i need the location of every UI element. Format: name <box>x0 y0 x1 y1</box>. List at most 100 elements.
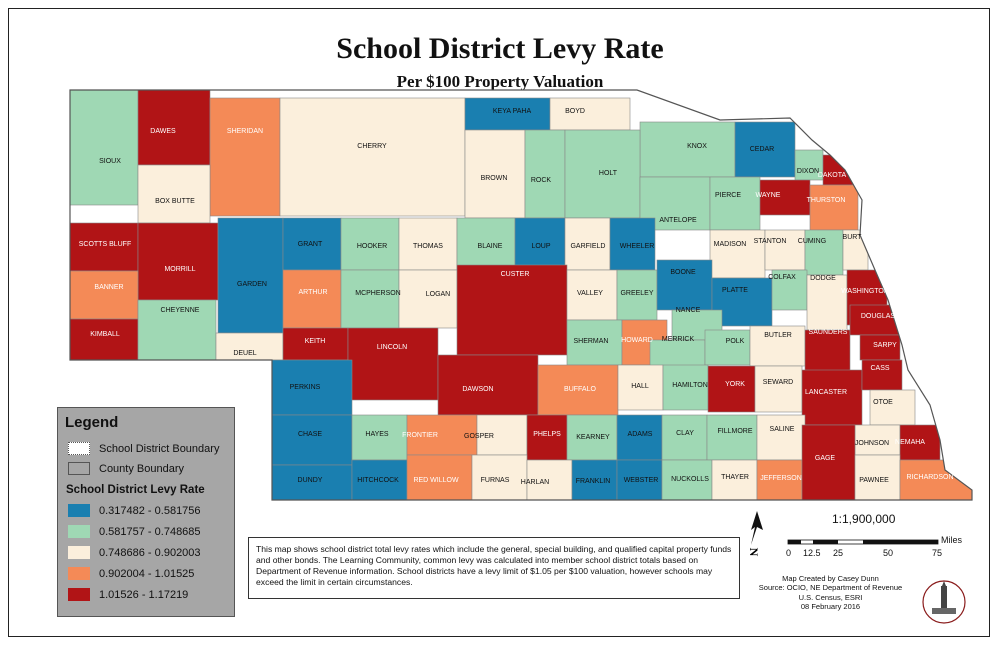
county-label-dixon: DIXON <box>797 168 819 175</box>
county-label-buffalo: BUFFALO <box>564 386 596 393</box>
county-label-deuel: DEUEL <box>233 350 256 357</box>
county-label-red-willow: RED WILLOW <box>413 477 459 484</box>
county-seward <box>754 365 803 413</box>
county-brown <box>464 129 526 219</box>
credits: Map Created by Casey Dunn Source: OCIO, … <box>748 574 913 612</box>
county-label-butler: BUTLER <box>764 332 792 339</box>
county-label-pawnee: PAWNEE <box>859 477 889 484</box>
county-label-boyd: BOYD <box>565 108 585 115</box>
county-kearney <box>566 414 618 461</box>
county-fillmore <box>706 414 758 461</box>
class-5-swatch <box>68 588 90 601</box>
county-polk <box>704 329 751 366</box>
scale-tick-1: 12.5 <box>803 548 821 558</box>
credit-date: 08 February 2016 <box>800 602 861 612</box>
class-3-swatch <box>68 546 90 559</box>
county-label-thomas: THOMAS <box>413 243 443 250</box>
county-label-blaine: BLAINE <box>478 243 503 250</box>
county-label-holt: HOLT <box>599 170 618 177</box>
county-otoe <box>869 389 916 426</box>
county-pawnee <box>854 454 901 500</box>
legend-title: Legend <box>65 414 119 431</box>
description-box: This map shows school district total lev… <box>248 537 740 599</box>
county-sheridan <box>209 97 281 217</box>
county-label-lincoln: LINCOLN <box>377 344 407 351</box>
legend-class-3: 0.748686 - 0.902003 <box>68 546 201 559</box>
county-label-garfield: GARFIELD <box>570 243 605 250</box>
county-label-greeley: GREELEY <box>620 290 653 297</box>
class-4-label: 0.902004 - 1.01525 <box>99 567 195 580</box>
levy-legend-title: School District Levy Rate <box>66 484 205 496</box>
county-label-pierce: PIERCE <box>715 192 741 199</box>
county-label-sioux: SIOUX <box>99 158 121 165</box>
map-title: School District Levy Rate <box>336 32 664 65</box>
county-label-scotts-bluff: SCOTTS BLUFF <box>79 241 132 248</box>
county-label-boone: BOONE <box>670 269 696 276</box>
scale-ratio: 1:1,900,000 <box>832 512 896 526</box>
county-lincoln <box>347 327 439 401</box>
scale-tick-4: 75 <box>932 548 943 558</box>
county-johnson <box>854 424 901 456</box>
county-lancaster <box>801 369 863 426</box>
county-label-rock: ROCK <box>531 177 552 184</box>
county-label-adams: ADAMS <box>628 431 653 438</box>
county-garfield <box>564 217 611 271</box>
county-label-phelps: PHELPS <box>533 431 561 438</box>
county-label-brown: BROWN <box>481 175 508 182</box>
county-banner <box>70 270 139 320</box>
north-label: N <box>747 548 761 557</box>
county-label-box-butte: BOX BUTTE <box>155 198 195 205</box>
county-cheyenne <box>137 299 217 361</box>
county-rock <box>524 129 566 219</box>
county-gosper <box>476 414 528 456</box>
county-garden <box>217 217 284 334</box>
county-label-douglas: DOUGLAS <box>861 313 896 320</box>
state-outline <box>69 89 973 501</box>
county-label-clay: CLAY <box>676 430 694 437</box>
county-label-grant: GRANT <box>298 241 323 248</box>
scale-tick-0: 0 <box>786 548 792 558</box>
county-label-thayer: THAYER <box>721 474 749 481</box>
county-colfax <box>771 269 808 311</box>
county-label-logan: LOGAN <box>426 291 451 298</box>
county-knox <box>639 121 736 178</box>
county-sarpy <box>859 334 901 361</box>
county-label-custer: CUSTER <box>501 271 530 278</box>
scale-unit: Miles <box>941 535 963 545</box>
map-frame <box>8 8 990 637</box>
legend-class-4: 0.902004 - 1.01525 <box>68 567 194 580</box>
county-label-sarpy: SARPY <box>873 342 897 349</box>
county-label-howard: HOWARD <box>621 337 653 344</box>
school-boundary-swatch <box>68 442 90 455</box>
county-keya-paha <box>464 97 551 131</box>
county-valley <box>566 269 618 321</box>
scale-bar <box>787 539 939 545</box>
county-custer <box>456 264 568 356</box>
class-2-label: 0.581757 - 0.748685 <box>99 525 201 538</box>
county-box-butte <box>137 164 211 224</box>
county-label-valley: VALLEY <box>577 290 603 297</box>
county-label-morrill: MORRILL <box>164 266 195 273</box>
county-label-furnas: FURNAS <box>481 477 510 484</box>
county-label-antelope: ANTELOPE <box>659 217 697 224</box>
county-label-hooker: HOOKER <box>357 243 387 250</box>
county-perkins <box>271 359 353 416</box>
county-jefferson <box>756 459 803 500</box>
county-label-wayne: WAYNE <box>756 192 781 199</box>
legend-panel: Legend School District Boundary County B… <box>57 407 235 617</box>
county-wheeler <box>609 217 656 271</box>
county-thurston <box>809 184 859 231</box>
county-label-kearney: KEARNEY <box>576 434 610 441</box>
county-label-thurston: THURSTON <box>807 197 846 204</box>
county-gage <box>801 424 856 500</box>
county-loup <box>514 217 566 271</box>
county-morrill <box>137 222 219 301</box>
legend-class-5: 1.01526 - 1.17219 <box>68 588 188 601</box>
county-label-stanton: STANTON <box>754 238 787 245</box>
county-saline <box>756 414 806 461</box>
county-label-seward: SEWARD <box>763 379 793 386</box>
county-chase <box>271 414 353 466</box>
county-scotts-bluff <box>70 222 139 272</box>
county-label-gage: GAGE <box>815 455 836 462</box>
